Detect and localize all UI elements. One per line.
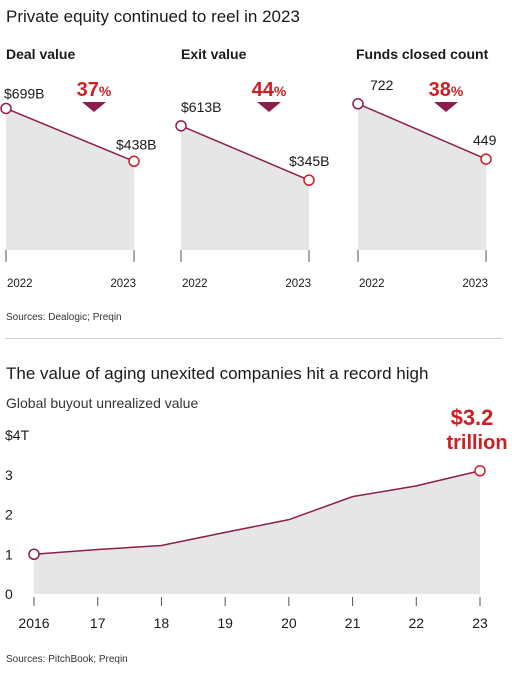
- x-tick-label: 2022: [359, 278, 385, 290]
- area-fill: [34, 470, 480, 594]
- end-annotation-unit: trillion: [446, 432, 507, 454]
- x-tick-label: 2022: [7, 278, 33, 290]
- bottom-title: The value of aging unexited companies hi…: [6, 364, 429, 383]
- point-2023: [480, 153, 492, 165]
- value-label-2022: $613B: [181, 99, 221, 115]
- point-2022: [175, 120, 187, 132]
- point-2022: [0, 102, 12, 115]
- x-tick-label: 20: [281, 615, 297, 631]
- x-tick-label: 21: [345, 615, 361, 631]
- series-line: [180, 125, 310, 181]
- change-label: 38%: [429, 79, 464, 101]
- x-tick-label: 2023: [285, 278, 311, 290]
- value-label-2023: $345B: [289, 153, 329, 169]
- down-arrow-icon: [257, 102, 281, 112]
- area-fill: [6, 108, 134, 250]
- bottom-subtitle: Global buyout unrealized value: [6, 395, 199, 411]
- y-tick-label: 2: [5, 507, 13, 523]
- x-tick-label: 2022: [182, 278, 208, 290]
- area-fill: [358, 103, 486, 250]
- x-tick-label: 2016: [18, 615, 49, 631]
- y-tick-label: 1: [5, 546, 13, 562]
- value-label-2022: 722: [370, 77, 394, 93]
- bottom-source: Sources: PitchBook; Preqin: [6, 654, 128, 665]
- funds-closed-heading: Funds closed count: [356, 46, 489, 62]
- point-2023: [303, 174, 315, 186]
- exit-value-heading: Exit value: [181, 46, 247, 62]
- point-2022: [352, 98, 364, 110]
- x-tick-label: 22: [408, 615, 424, 631]
- top-title: Private equity continued to reel in 2023: [6, 7, 300, 26]
- x-tick-label: 23: [472, 615, 488, 631]
- y-tick-label: 0: [5, 586, 13, 602]
- end-annotation-value: $3.2: [451, 405, 494, 430]
- value-label-2023: $438B: [116, 136, 156, 152]
- point-2016: [28, 548, 40, 560]
- deal-value-chart: 2022 2023 $699B $438B 37%: [0, 79, 156, 290]
- series-line: [33, 470, 481, 555]
- series-line: [357, 103, 487, 160]
- section-divider: [5, 338, 502, 339]
- x-tick-label: 2023: [110, 278, 136, 290]
- series-line: [5, 107, 135, 162]
- funds-closed-chart: 2022 2023 722 449 38%: [352, 77, 497, 290]
- point-2023: [128, 155, 140, 168]
- change-label: 37%: [77, 79, 112, 101]
- x-tick-label: 17: [90, 615, 106, 631]
- x-tick-label: 18: [154, 615, 170, 631]
- y-tick-label: 3: [5, 467, 13, 483]
- value-label-2023: 449: [473, 132, 497, 148]
- area-fill: [181, 125, 309, 250]
- value-label-2022: $699B: [4, 85, 44, 101]
- top-source: Sources: Dealogic; Preqin: [6, 312, 122, 323]
- down-arrow-icon: [434, 102, 458, 112]
- down-arrow-icon: [82, 102, 106, 112]
- x-tick-label: 2023: [462, 278, 488, 290]
- change-label: 44%: [252, 79, 287, 101]
- small-multiples-chart: 2022 2023 $699B $438B 37% 2022 2023 $613B $345B…: [0, 77, 497, 290]
- deal-value-heading: Deal value: [6, 46, 76, 62]
- x-tick-label: 19: [217, 615, 233, 631]
- exit-value-chart: 2022 2023 $613B $345B 44%: [175, 79, 329, 290]
- y-tick-label: $4T: [5, 427, 30, 443]
- point-2023: [474, 465, 486, 477]
